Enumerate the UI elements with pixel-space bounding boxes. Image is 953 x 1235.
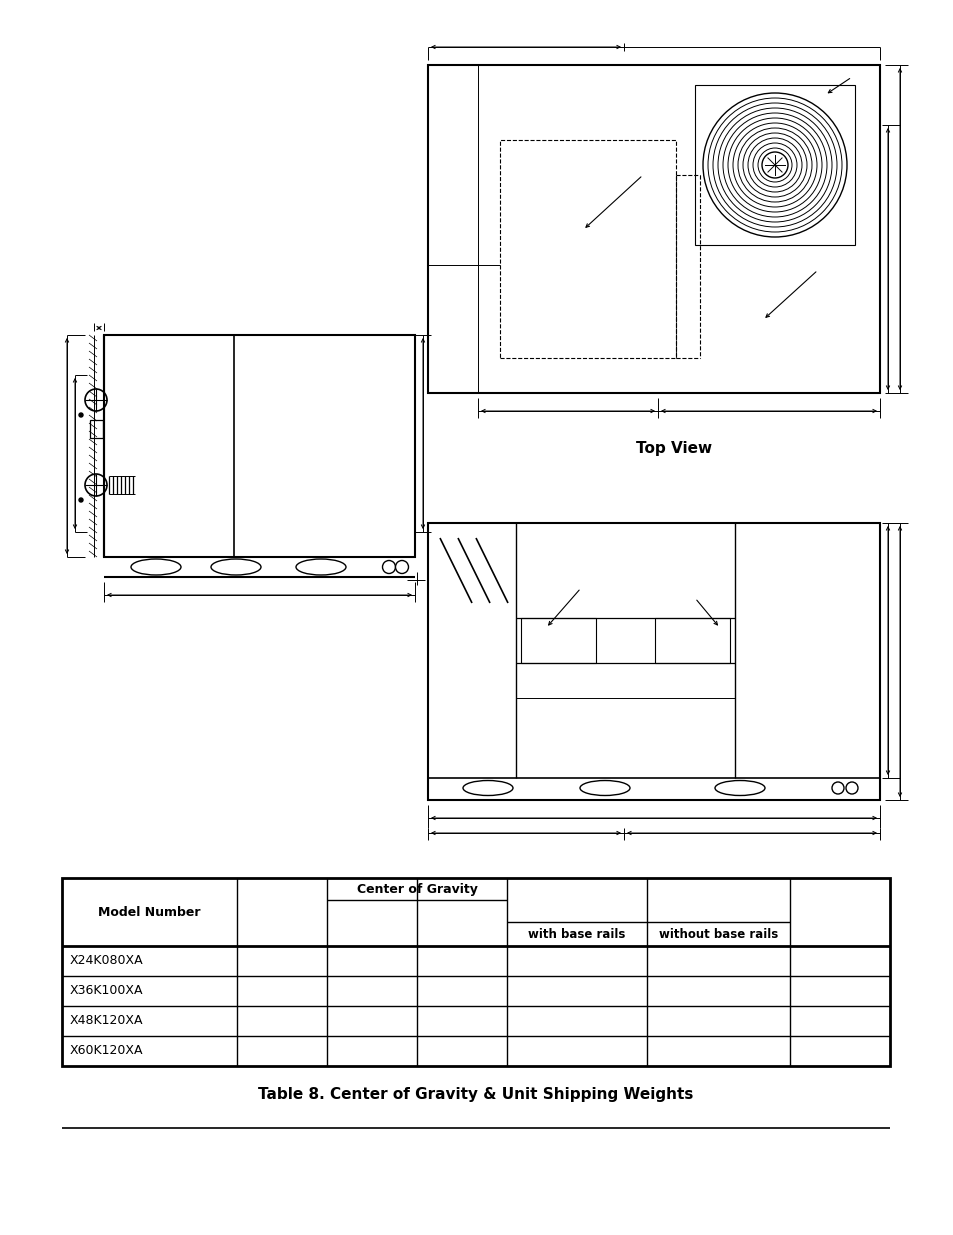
Bar <box>655 618 729 663</box>
Bar <box>695 85 854 245</box>
Text: Top View: Top View <box>636 441 711 456</box>
Circle shape <box>79 498 83 501</box>
Text: Model Number: Model Number <box>98 905 200 919</box>
Bar <box>104 335 415 557</box>
Circle shape <box>85 389 107 411</box>
Ellipse shape <box>579 781 629 795</box>
Ellipse shape <box>714 781 764 795</box>
Bar <box>428 522 879 800</box>
Bar <box>520 618 596 663</box>
Text: with base rails: with base rails <box>528 927 625 941</box>
Circle shape <box>85 474 107 496</box>
Text: without base rails: without base rails <box>659 927 778 941</box>
Circle shape <box>845 782 857 794</box>
Ellipse shape <box>462 781 513 795</box>
Ellipse shape <box>131 559 181 576</box>
Circle shape <box>79 412 83 417</box>
Text: X48K120XA: X48K120XA <box>70 1014 143 1028</box>
Text: X36K100XA: X36K100XA <box>70 984 143 998</box>
Circle shape <box>761 152 787 178</box>
Bar <box>62 878 889 1066</box>
Text: Center of Gravity: Center of Gravity <box>356 883 476 895</box>
Bar <box>90 420 103 438</box>
Circle shape <box>395 561 408 573</box>
Text: Table 8. Center of Gravity & Unit Shipping Weights: Table 8. Center of Gravity & Unit Shippi… <box>258 1087 693 1102</box>
Circle shape <box>382 561 395 573</box>
Text: X60K120XA: X60K120XA <box>70 1045 143 1057</box>
Text: X24K080XA: X24K080XA <box>70 955 144 967</box>
Circle shape <box>831 782 843 794</box>
Bar <box>499 140 676 358</box>
Ellipse shape <box>211 559 261 576</box>
Ellipse shape <box>295 559 346 576</box>
Bar <box>428 65 879 393</box>
